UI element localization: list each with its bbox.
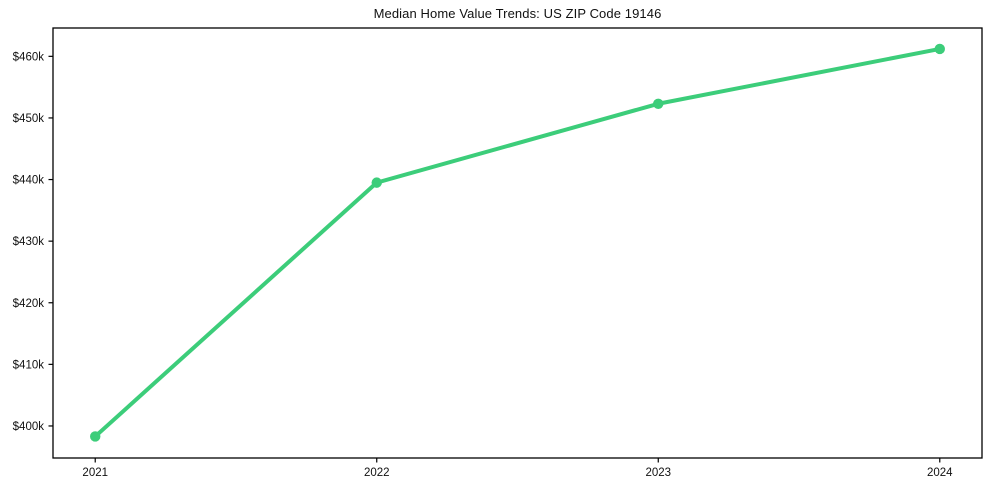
axes-spines (52, 27, 983, 459)
x-tick-label: 2024 (927, 467, 953, 479)
y-tick-label: $460k (13, 51, 45, 63)
chart-title: Median Home Value Trends: US ZIP Code 19… (373, 6, 662, 21)
data-point-marker (90, 431, 101, 442)
y-tick-label: $410k (13, 359, 45, 371)
data-point-marker (371, 177, 382, 188)
x-tick-label: 2021 (82, 467, 108, 479)
x-tick-label: 2023 (645, 467, 671, 479)
y-tick-label: $440k (13, 175, 45, 187)
data-point-marker (653, 98, 664, 109)
line-series (93, 46, 942, 439)
y-tick-label: $450k (13, 113, 45, 125)
y-tick-label: $400k (13, 421, 45, 433)
y-tick-label: $420k (13, 298, 45, 310)
y-tick-label: $430k (13, 236, 45, 248)
x-tick-label: 2022 (364, 467, 390, 479)
data-point-marker (934, 43, 945, 55)
